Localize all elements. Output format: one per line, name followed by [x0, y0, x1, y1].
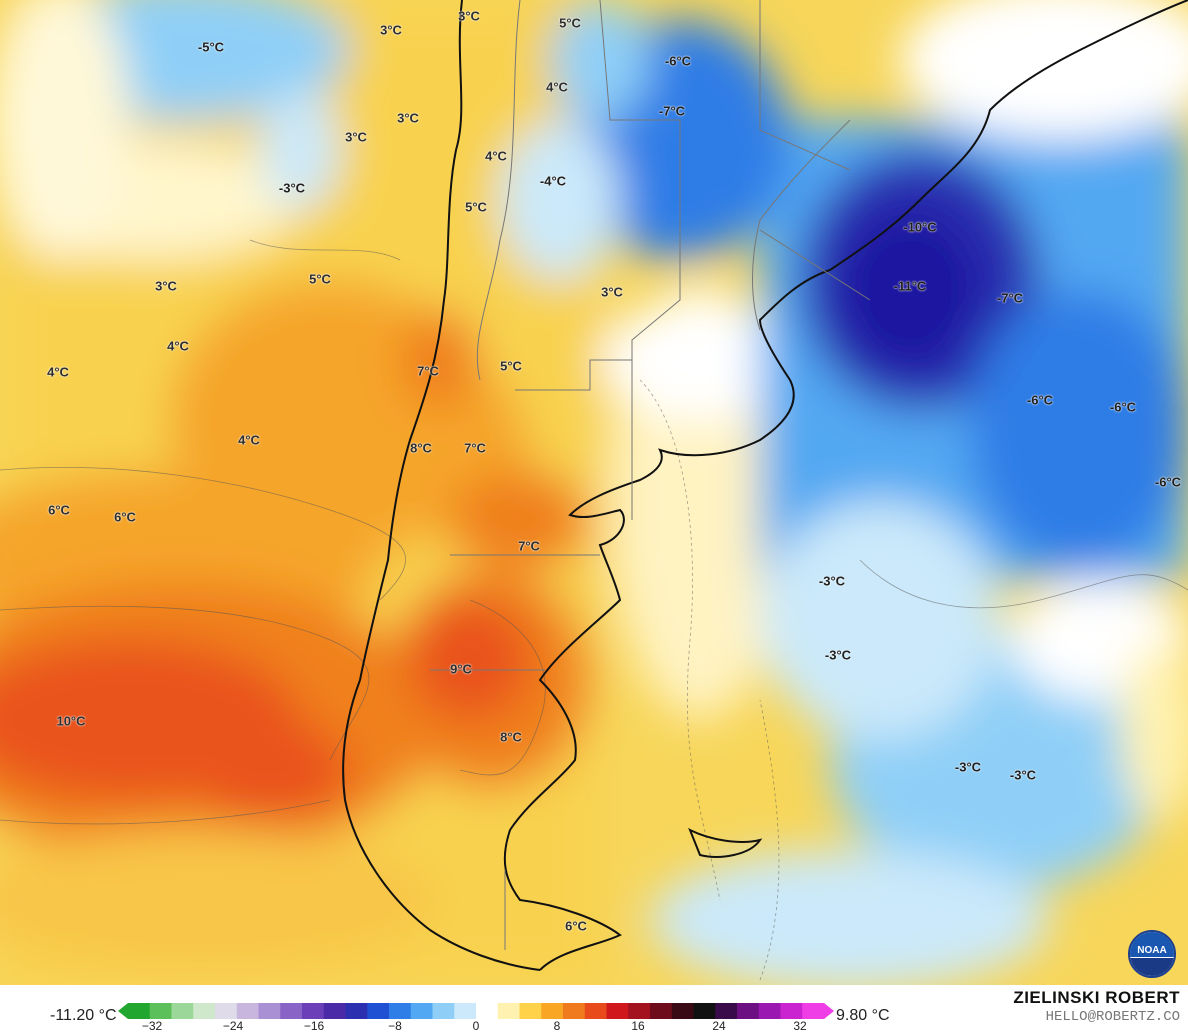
temp-label: -7°C [996, 290, 1024, 306]
colorbar-tick-label: −32 [141, 1019, 163, 1033]
colorbar-segment [193, 1003, 216, 1019]
colorbar-segment [802, 1003, 825, 1019]
author-email: HELLO@ROBERTZ.CO [1045, 1009, 1180, 1025]
temp-label: -3°C [818, 573, 846, 589]
colorbar-segment [323, 1003, 346, 1019]
colorbar-segment [606, 1003, 629, 1019]
temp-label: 6°C [114, 509, 136, 525]
colorbar-segment [541, 1003, 564, 1019]
legend-max-value: 9.80 °C [836, 1007, 890, 1024]
colorbar-segment [693, 1003, 716, 1019]
colorbar-segment [236, 1003, 259, 1019]
colorbar-segment [302, 1003, 325, 1019]
colorbar-segment [628, 1003, 651, 1019]
colorbar-segment [715, 1003, 738, 1019]
colorbar-segment [389, 1003, 412, 1019]
colorbar-segment [671, 1003, 694, 1019]
temp-label: 4°C [167, 338, 189, 354]
colorbar-segment [149, 1003, 172, 1019]
legend-min-value: -11.20 °C [50, 1007, 117, 1024]
colorbar-min-arrow [118, 1003, 128, 1019]
temp-label: 8°C [410, 440, 432, 456]
colorbar-tick-label: 8 [553, 1019, 561, 1033]
temp-label: -6°C [1109, 399, 1137, 415]
temp-label: 3°C [345, 129, 367, 145]
temp-label: -10°C [903, 219, 937, 235]
coastline [342, 0, 1188, 971]
temp-label: -4°C [539, 173, 567, 189]
temperature-map: -5°C 3°C 3°C 5°C -6°C 4°C 3°C 3°C -7°C 4… [0, 0, 1188, 985]
colorbar-segment [650, 1003, 673, 1019]
colorbar-segment [563, 1003, 586, 1019]
temp-label: 7°C [464, 440, 486, 456]
temp-label: 9°C [450, 661, 472, 677]
color-legend: -11.20 °C −32 −24 −16 −8 0 8 16 24 32 9.80 °C ZI… [0, 985, 1188, 1035]
noaa-logo-text: NOAA [1137, 945, 1167, 956]
colorbar-tick-label: 16 [631, 1019, 645, 1033]
temp-label: 4°C [485, 148, 507, 164]
temp-label: 6°C [48, 502, 70, 518]
colorbar-segment [410, 1003, 433, 1019]
colorbar-segment [432, 1003, 455, 1019]
colorbar-segment [476, 1003, 499, 1019]
colorbar-tick-label: 0 [472, 1019, 480, 1033]
colorbar-segment [454, 1003, 477, 1019]
temp-label: -3°C [954, 759, 982, 775]
colorbar-tick-label: −24 [222, 1019, 244, 1033]
temp-label: 3°C [397, 110, 419, 126]
temperature-field [0, 0, 1188, 985]
colorbar-segment [758, 1003, 781, 1019]
temp-label: -11°C [893, 278, 927, 294]
colorbar-tick-label: 24 [712, 1019, 726, 1033]
colorbar-segment [258, 1003, 281, 1019]
temp-label: -6°C [664, 53, 692, 69]
colorbar-max-arrow [824, 1003, 834, 1019]
colorbar-segment [345, 1003, 368, 1019]
temp-label: -5°C [197, 39, 225, 55]
temp-label: 10°C [56, 713, 86, 729]
temp-label: 5°C [465, 199, 487, 215]
colorbar-tick-label: −8 [388, 1019, 402, 1033]
colorbar-segment [497, 1003, 520, 1019]
temp-label: 3°C [458, 8, 480, 24]
colorbar-segment [584, 1003, 607, 1019]
temp-label: 5°C [559, 15, 581, 31]
colorbar-segment [280, 1003, 303, 1019]
colorbar-segment [780, 1003, 803, 1019]
temp-label: -6°C [1026, 392, 1054, 408]
colorbar-segment [519, 1003, 542, 1019]
colorbar-segment [737, 1003, 760, 1019]
temp-label: 6°C [565, 918, 587, 934]
contour-lines [0, 239, 1188, 981]
borders [430, 0, 871, 950]
temp-label: -3°C [278, 180, 306, 196]
colorbar-segment [367, 1003, 390, 1019]
temp-label: 7°C [417, 363, 439, 379]
temp-label: 5°C [500, 358, 522, 374]
temp-label: 8°C [500, 729, 522, 745]
temperature-shading [0, 0, 1188, 985]
colorbar [118, 1003, 834, 1019]
author-credit: ZIELINSKI ROBERT [1013, 988, 1180, 1007]
temp-label: 4°C [238, 432, 260, 448]
temp-label: 4°C [546, 79, 568, 95]
temp-label: 4°C [47, 364, 69, 380]
temp-label: 3°C [155, 278, 177, 294]
temp-label: -7°C [658, 103, 686, 119]
temp-label: -6°C [1154, 474, 1182, 490]
noaa-logo: NOAA [1128, 930, 1176, 978]
temp-label: 3°C [601, 284, 623, 300]
temp-label: -3°C [1009, 767, 1037, 783]
temp-label: -3°C [824, 647, 852, 663]
colorbar-tick-label: −16 [303, 1019, 325, 1033]
temp-label: 3°C [380, 22, 402, 38]
colorbar-segment [171, 1003, 194, 1019]
temp-label: 5°C [309, 271, 331, 287]
colorbar-tick-label: 32 [793, 1019, 807, 1033]
colorbar-segment [215, 1003, 238, 1019]
temp-label: 7°C [518, 538, 540, 554]
colorbar-segment [128, 1003, 151, 1019]
